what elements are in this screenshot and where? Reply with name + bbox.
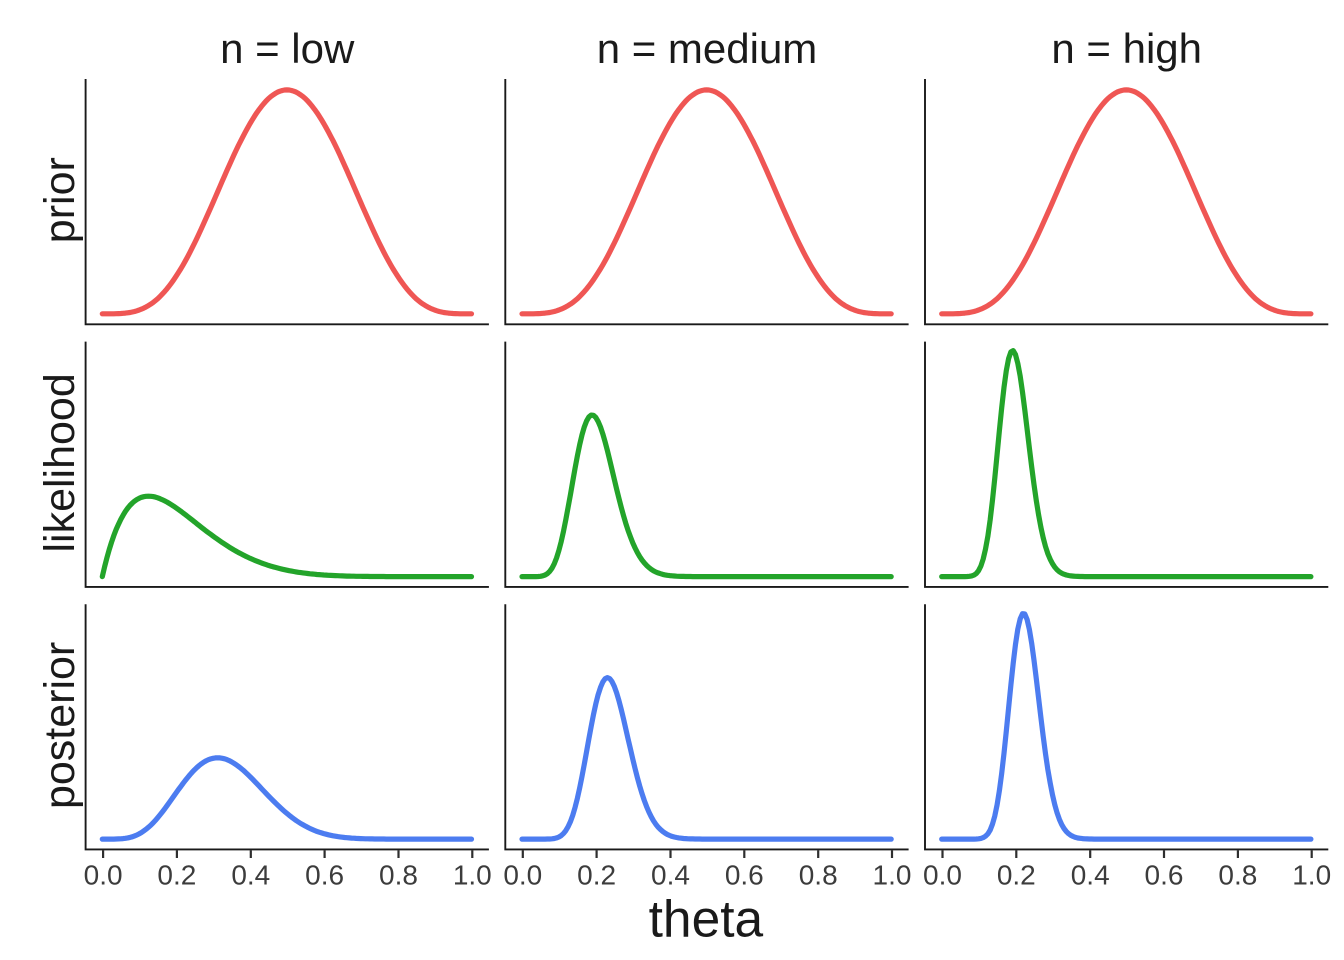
svg-text:0.4: 0.4	[1071, 860, 1110, 891]
svg-text:0.2: 0.2	[577, 860, 616, 891]
svg-text:0.0: 0.0	[84, 860, 123, 891]
svg-text:0.0: 0.0	[503, 860, 542, 891]
svg-text:theta: theta	[649, 889, 764, 947]
svg-text:0.4: 0.4	[651, 860, 690, 891]
svg-text:prior: prior	[36, 157, 84, 243]
svg-text:0.6: 0.6	[725, 860, 764, 891]
svg-text:0.2: 0.2	[157, 860, 196, 891]
svg-text:0.8: 0.8	[379, 860, 418, 891]
svg-text:0.2: 0.2	[997, 860, 1036, 891]
svg-text:n = low: n = low	[220, 25, 355, 72]
svg-text:0.4: 0.4	[231, 860, 270, 891]
svg-text:posterior: posterior	[36, 642, 84, 809]
svg-text:0.6: 0.6	[305, 860, 344, 891]
svg-text:likelihood: likelihood	[36, 373, 84, 552]
svg-text:0.8: 0.8	[799, 860, 838, 891]
svg-text:n = medium: n = medium	[597, 25, 818, 72]
svg-text:1.0: 1.0	[1292, 860, 1331, 891]
svg-text:0.0: 0.0	[923, 860, 962, 891]
svg-text:0.8: 0.8	[1218, 860, 1257, 891]
svg-text:n = high: n = high	[1051, 25, 1202, 72]
svg-text:1.0: 1.0	[453, 860, 492, 891]
svg-text:1.0: 1.0	[873, 860, 912, 891]
svg-text:0.6: 0.6	[1145, 860, 1184, 891]
